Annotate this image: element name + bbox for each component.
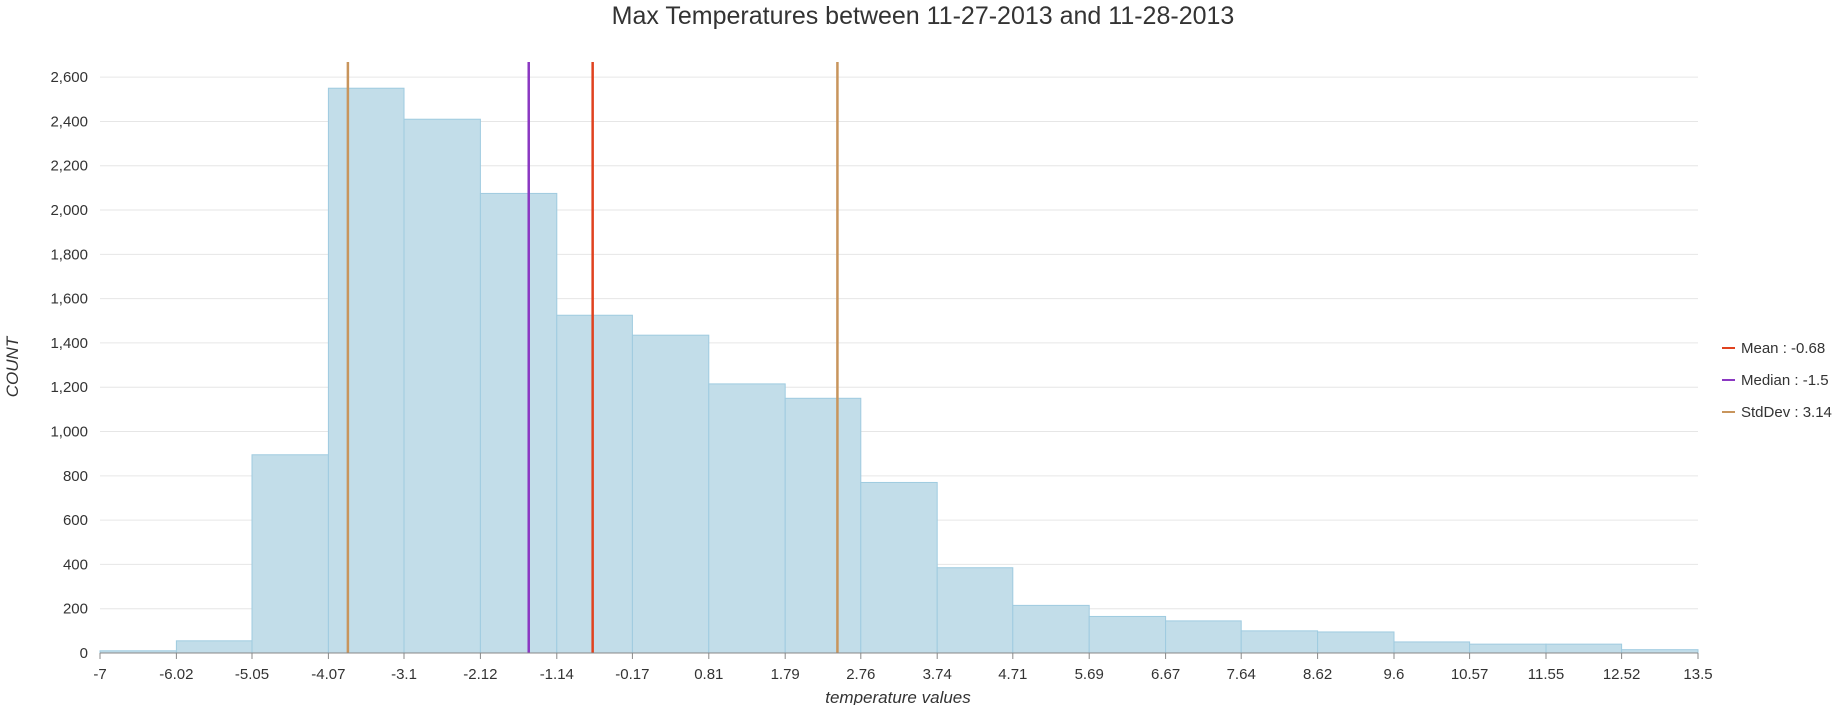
x-tick-label: 2.76 xyxy=(846,666,875,683)
x-tick-label: -5.05 xyxy=(235,666,269,683)
legend-swatch xyxy=(1722,379,1735,381)
histogram-bar xyxy=(403,118,481,654)
x-tick-label: 7.64 xyxy=(1227,666,1256,683)
x-tick-label: -2.12 xyxy=(463,666,497,683)
y-tick-label: 2,400 xyxy=(50,113,88,130)
y-tick-label: 800 xyxy=(63,468,88,485)
y-tick-label: 400 xyxy=(63,556,88,573)
histogram-bar xyxy=(175,640,253,654)
x-tick-label: -3.1 xyxy=(391,666,417,683)
reference-lines xyxy=(346,62,839,653)
y-tick-label: 1,400 xyxy=(50,335,88,352)
x-tick-label: -7 xyxy=(93,666,106,683)
histogram-bar xyxy=(936,567,1014,654)
x-tick-label: 5.69 xyxy=(1075,666,1104,683)
y-tick-label: 200 xyxy=(63,601,88,618)
histogram-bar xyxy=(251,454,329,654)
histogram-bar xyxy=(327,87,405,654)
x-tick-label: 12.52 xyxy=(1603,666,1641,683)
histogram-bar xyxy=(1317,631,1395,654)
x-tick-label: -0.17 xyxy=(615,666,649,683)
histogram-bar xyxy=(479,192,558,654)
x-tick-label: 4.71 xyxy=(998,666,1027,683)
y-tick-label: 2,200 xyxy=(50,158,88,175)
histogram-bar xyxy=(1393,641,1471,654)
x-tick-label: 3.74 xyxy=(923,666,952,683)
x-tick-label: 8.62 xyxy=(1303,666,1332,683)
chart-title: Max Temperatures between 11-27-2013 and … xyxy=(611,2,1235,30)
legend-item-stddev[interactable]: StdDev : 3.14 xyxy=(1722,396,1832,428)
histogram-bar xyxy=(1165,620,1242,654)
y-tick-label: 1,200 xyxy=(50,379,88,396)
x-tick-label: -1.14 xyxy=(540,666,574,683)
axes xyxy=(99,652,1699,659)
x-tick-labels: -7 -6.02 -5.05 -4.07 -3.1 -2.12 -1.14 -0.17 0.81… xyxy=(93,666,1712,683)
legend-swatch xyxy=(1722,347,1735,349)
histogram-bar xyxy=(1545,643,1623,654)
histogram-bar xyxy=(784,397,862,654)
x-tick-label: 0.81 xyxy=(694,666,723,683)
histogram-bar xyxy=(1469,643,1547,654)
histogram-bar xyxy=(1012,604,1090,654)
y-axis-title: COUNT xyxy=(3,335,22,397)
histogram-bar xyxy=(1088,615,1167,654)
x-tick-label: -6.02 xyxy=(159,666,193,683)
x-axis-title: temperature values xyxy=(825,688,971,705)
legend-swatch xyxy=(1722,411,1735,413)
y-tick-label: 0 xyxy=(80,645,88,662)
x-tick-label: 10.57 xyxy=(1451,666,1489,683)
x-tick-label: 6.67 xyxy=(1151,666,1180,683)
x-tick-label: 1.79 xyxy=(771,666,800,683)
histogram-bar xyxy=(860,481,938,654)
histogram-bars xyxy=(99,87,1699,654)
y-tick-label: 1,000 xyxy=(50,424,88,441)
x-tick-label: 9.6 xyxy=(1384,666,1405,683)
y-tick-label: 1,600 xyxy=(50,291,88,308)
histogram-bar xyxy=(556,314,633,654)
histogram-bar xyxy=(631,334,710,654)
legend-item-mean[interactable]: Mean : -0.68 xyxy=(1722,332,1832,364)
legend-label: Median : -1.5 xyxy=(1741,371,1829,389)
y-tick-label: 2,600 xyxy=(50,69,88,86)
legend-label: Mean : -0.68 xyxy=(1741,339,1826,357)
x-tick-label: 11.55 xyxy=(1528,666,1564,683)
histogram-bar xyxy=(708,383,786,654)
y-tick-label: 2,000 xyxy=(50,202,88,219)
legend-label: StdDev : 3.14 xyxy=(1741,403,1832,421)
histogram-bar xyxy=(1240,630,1319,654)
y-tick-labels: 0 200 400 600 800 1,000 1,200 1,400 1,600 1,800 2,… xyxy=(50,69,88,662)
y-tick-label: 600 xyxy=(63,512,88,529)
x-tick-label: -4.07 xyxy=(311,666,345,683)
y-tick-label: 1,800 xyxy=(50,246,88,263)
legend-item-median[interactable]: Median : -1.5 xyxy=(1722,364,1832,396)
chart-legend: Mean : -0.68 Median : -1.5 StdDev : 3.14 xyxy=(1722,332,1832,428)
x-tick-label: 13.5 xyxy=(1683,666,1712,683)
